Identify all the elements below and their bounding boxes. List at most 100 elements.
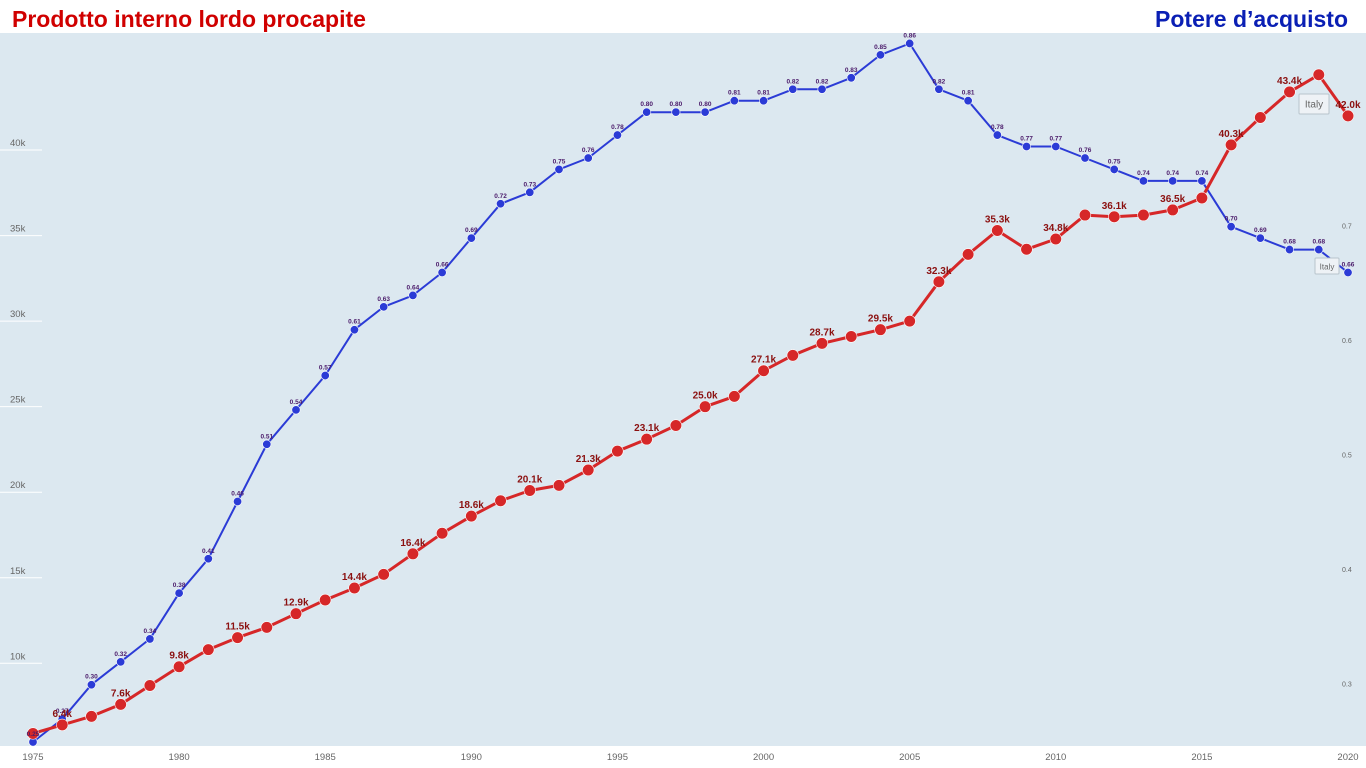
purchasing-power-point[interactable] xyxy=(612,130,622,140)
purchasing-power-data-label: 0.30 xyxy=(85,674,98,681)
purchasing-power-point[interactable] xyxy=(203,554,213,564)
purchasing-power-data-label: 0.68 xyxy=(1312,239,1325,246)
gdp-per-capita-point[interactable] xyxy=(1137,208,1150,222)
purchasing-power-data-label: 0.76 xyxy=(1079,147,1092,154)
purchasing-power-point[interactable] xyxy=(1051,142,1061,152)
gdp-per-capita-point[interactable] xyxy=(348,581,361,595)
gdp-per-capita-point[interactable] xyxy=(815,337,829,350)
gdp-per-capita-point[interactable] xyxy=(1341,109,1355,122)
gdp-per-capita-point[interactable] xyxy=(669,419,682,432)
purchasing-power-point[interactable] xyxy=(905,38,915,48)
gdp-per-capita-point[interactable] xyxy=(1166,203,1179,217)
purchasing-power-point[interactable] xyxy=(174,588,184,598)
purchasing-power-point[interactable] xyxy=(437,267,447,277)
gdp-per-capita-point[interactable] xyxy=(319,593,332,607)
gdp-per-capita-data-label: 35.3k xyxy=(985,214,1010,225)
purchasing-power-point[interactable] xyxy=(759,96,769,106)
gdp-per-capita-point[interactable] xyxy=(1312,68,1325,81)
gdp-per-capita-point[interactable] xyxy=(640,433,653,446)
purchasing-power-point[interactable] xyxy=(671,107,681,117)
gdp-per-capita-point[interactable] xyxy=(289,607,303,620)
purchasing-power-point[interactable] xyxy=(934,84,944,94)
gdp-per-capita-point[interactable] xyxy=(874,323,887,336)
gdp-per-capita-point[interactable] xyxy=(26,727,40,740)
gdp-per-capita-point[interactable] xyxy=(611,445,624,458)
purchasing-power-point[interactable] xyxy=(145,634,155,644)
purchasing-power-point[interactable] xyxy=(525,187,535,197)
purchasing-power-point[interactable] xyxy=(1080,153,1090,163)
purchasing-power-point[interactable] xyxy=(1314,245,1324,255)
purchasing-power-point[interactable] xyxy=(116,657,126,667)
gdp-per-capita-point[interactable] xyxy=(202,643,215,656)
purchasing-power-point[interactable] xyxy=(1109,164,1119,174)
purchasing-power-point[interactable] xyxy=(554,164,564,174)
purchasing-power-point[interactable] xyxy=(1022,142,1032,152)
gdp-per-capita-point[interactable] xyxy=(231,631,244,644)
gdp-per-capita-point[interactable] xyxy=(1020,243,1033,256)
gdp-per-capita-point[interactable] xyxy=(582,463,595,477)
purchasing-power-point[interactable] xyxy=(1168,176,1178,186)
purchasing-power-point[interactable] xyxy=(642,107,652,117)
purchasing-power-data-label: 0.85 xyxy=(874,44,887,51)
gdp-per-capita-point[interactable] xyxy=(932,275,945,288)
gdp-per-capita-point[interactable] xyxy=(1225,138,1238,152)
purchasing-power-point[interactable] xyxy=(963,96,973,106)
gdp-per-capita-point[interactable] xyxy=(494,494,507,507)
purchasing-power-point[interactable] xyxy=(349,325,359,335)
purchasing-power-point[interactable] xyxy=(262,439,272,449)
purchasing-power-point[interactable] xyxy=(1285,245,1295,255)
gdp-per-capita-point[interactable] xyxy=(786,349,799,362)
gdp-per-capita-point[interactable] xyxy=(1108,210,1121,223)
gdp-per-capita-point[interactable] xyxy=(406,547,419,560)
purchasing-power-point[interactable] xyxy=(1226,222,1236,232)
gdp-per-capita-point[interactable] xyxy=(377,568,390,581)
purchasing-power-point[interactable] xyxy=(320,371,330,381)
gdp-per-capita-point[interactable] xyxy=(757,364,770,377)
purchasing-power-point[interactable] xyxy=(1343,267,1353,277)
purchasing-power-point[interactable] xyxy=(875,50,885,60)
purchasing-power-point[interactable] xyxy=(233,497,243,507)
purchasing-power-point[interactable] xyxy=(86,680,96,690)
purchasing-power-point[interactable] xyxy=(466,233,476,243)
purchasing-power-point[interactable] xyxy=(496,199,506,209)
gdp-per-capita-point[interactable] xyxy=(85,710,98,723)
gdp-per-capita-data-label: 40.3k xyxy=(1219,129,1244,140)
purchasing-power-point[interactable] xyxy=(846,73,856,83)
gdp-per-capita-point[interactable] xyxy=(465,510,478,523)
gdp-per-capita-point[interactable] xyxy=(728,390,741,403)
purchasing-power-point[interactable] xyxy=(379,302,389,312)
purchasing-power-point[interactable] xyxy=(992,130,1002,140)
gdp-per-capita-point[interactable] xyxy=(1283,85,1296,98)
gdp-per-capita-point[interactable] xyxy=(436,527,449,540)
right-axis-tick-label: 0.6 xyxy=(1342,338,1352,345)
purchasing-power-point[interactable] xyxy=(583,153,593,163)
purchasing-power-point[interactable] xyxy=(729,96,739,106)
gdp-per-capita-point[interactable] xyxy=(845,330,858,343)
gdp-per-capita-point[interactable] xyxy=(1049,232,1062,246)
purchasing-power-point[interactable] xyxy=(1197,176,1207,186)
purchasing-power-data-label: 0.61 xyxy=(348,319,361,326)
purchasing-power-point[interactable] xyxy=(408,290,418,300)
gdp-per-capita-point[interactable] xyxy=(56,718,69,731)
gdp-per-capita-point[interactable] xyxy=(114,698,127,711)
gdp-per-capita-point[interactable] xyxy=(1254,111,1267,124)
gdp-per-capita-point[interactable] xyxy=(260,621,273,634)
purchasing-power-point[interactable] xyxy=(817,84,827,94)
gdp-per-capita-point[interactable] xyxy=(523,484,536,497)
purchasing-power-point[interactable] xyxy=(1138,176,1148,186)
gdp-per-capita-point[interactable] xyxy=(1195,191,1208,205)
gdp-per-capita-point[interactable] xyxy=(962,248,975,261)
gdp-per-capita-data-label: 32.3k xyxy=(926,266,951,277)
gdp-per-capita-point[interactable] xyxy=(173,660,186,673)
purchasing-power-point[interactable] xyxy=(788,84,798,94)
purchasing-power-point[interactable] xyxy=(291,405,301,415)
gdp-per-capita-point[interactable] xyxy=(699,400,712,413)
purchasing-power-line xyxy=(32,42,1349,743)
purchasing-power-point[interactable] xyxy=(700,107,710,117)
gdp-per-capita-point[interactable] xyxy=(903,315,916,328)
gdp-per-capita-point[interactable] xyxy=(143,679,156,692)
gdp-per-capita-point[interactable] xyxy=(1078,208,1092,222)
purchasing-power-point[interactable] xyxy=(1255,233,1265,243)
gdp-per-capita-point[interactable] xyxy=(552,479,566,492)
gdp-per-capita-point[interactable] xyxy=(991,224,1004,237)
